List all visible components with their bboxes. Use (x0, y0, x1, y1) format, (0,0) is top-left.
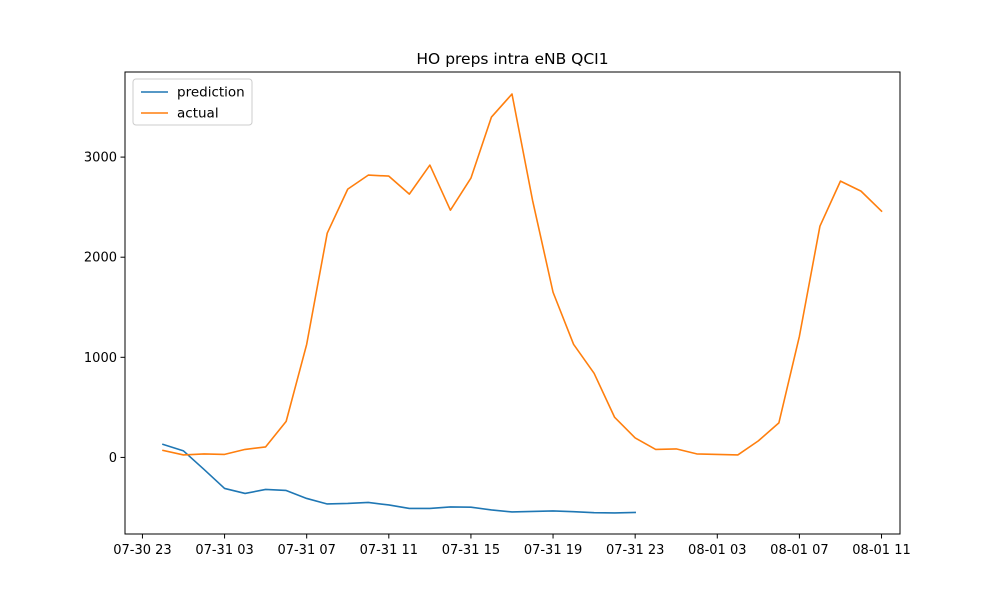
x-tick-label: 07-30 23 (113, 543, 171, 558)
x-tick-label: 08-01 07 (770, 543, 828, 558)
x-tick-label: 07-31 07 (277, 543, 335, 558)
x-tick-label: 07-31 03 (195, 543, 253, 558)
x-tick-label: 07-31 15 (442, 543, 500, 558)
series-line-actual (162, 93, 883, 456)
legend-label-prediction: prediction (177, 85, 245, 101)
legend: prediction actual (132, 78, 253, 126)
series-line-prediction (161, 443, 636, 514)
x-tick-label: 08-01 03 (688, 543, 746, 558)
x-tick-label: 07-31 23 (606, 543, 664, 558)
y-tick-label: 0 (109, 451, 117, 466)
y-tick-label: 3000 (84, 151, 117, 166)
y-tick-label: 2000 (84, 251, 117, 266)
plot-area (161, 93, 883, 514)
x-tick-label: 07-31 11 (360, 543, 418, 558)
legend-label-actual: actual (177, 106, 219, 122)
x-tick-label: 08-01 11 (852, 543, 910, 558)
chart-title: HO preps intra eNB QCI1 (416, 50, 608, 68)
axes-frame (124, 71, 901, 535)
y-tick-label: 1000 (84, 351, 117, 366)
axes: 07-30 23 07-31 03 07-31 07 07-31 11 07-31 15… (84, 71, 911, 558)
x-tick-label: 07-31 19 (524, 543, 582, 558)
